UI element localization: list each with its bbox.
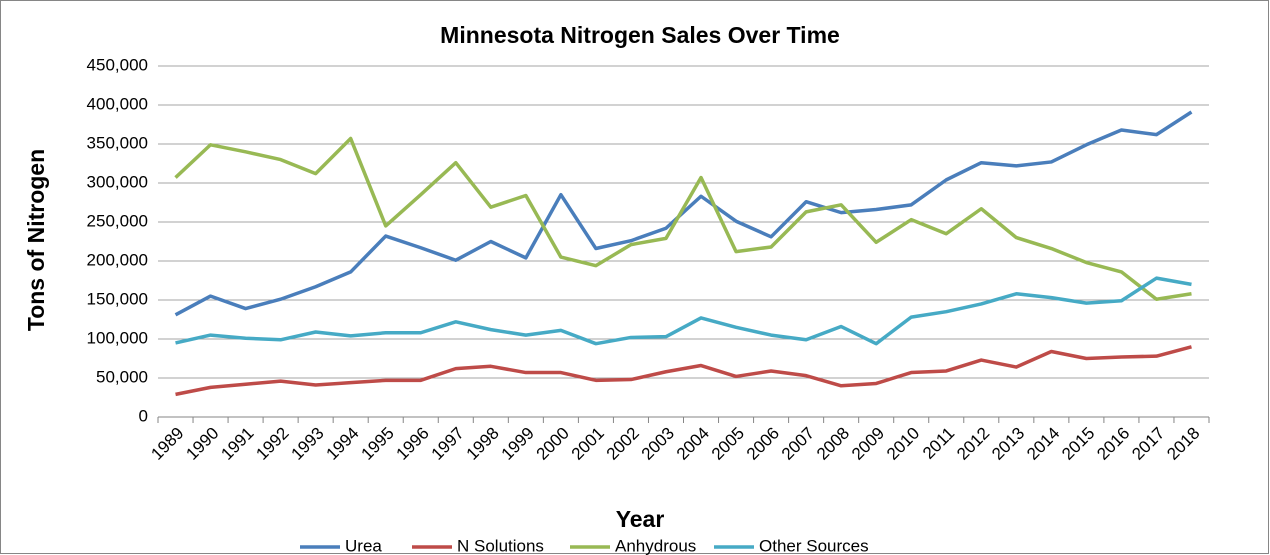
y-tick-label: 50,000 <box>96 367 148 386</box>
legend-label: N Solutions <box>457 536 544 555</box>
legend-label: Urea <box>345 536 382 555</box>
y-tick-label: 200,000 <box>87 250 148 269</box>
y-tick-label: 100,000 <box>87 328 148 347</box>
y-tick-label: 150,000 <box>87 289 148 308</box>
legend-label: Other Sources <box>759 536 869 555</box>
y-tick-label: 450,000 <box>87 55 148 74</box>
series-line <box>175 345 1192 397</box>
legend-label: Anhydrous <box>615 536 696 555</box>
y-tick-label: 300,000 <box>87 172 148 191</box>
chart-title: Minnesota Nitrogen Sales Over Time <box>440 22 840 48</box>
y-tick-label: 0 <box>139 406 148 425</box>
y-tick-label: 250,000 <box>87 211 148 230</box>
x-axis-title: Year <box>616 506 665 532</box>
y-tick-label: 400,000 <box>87 94 148 113</box>
y-tick-label: 350,000 <box>87 133 148 152</box>
series-line <box>175 276 1192 346</box>
y-axis-title: Tons of Nitrogen <box>23 149 49 331</box>
series-line <box>174 136 1192 301</box>
series-line <box>174 110 1193 317</box>
